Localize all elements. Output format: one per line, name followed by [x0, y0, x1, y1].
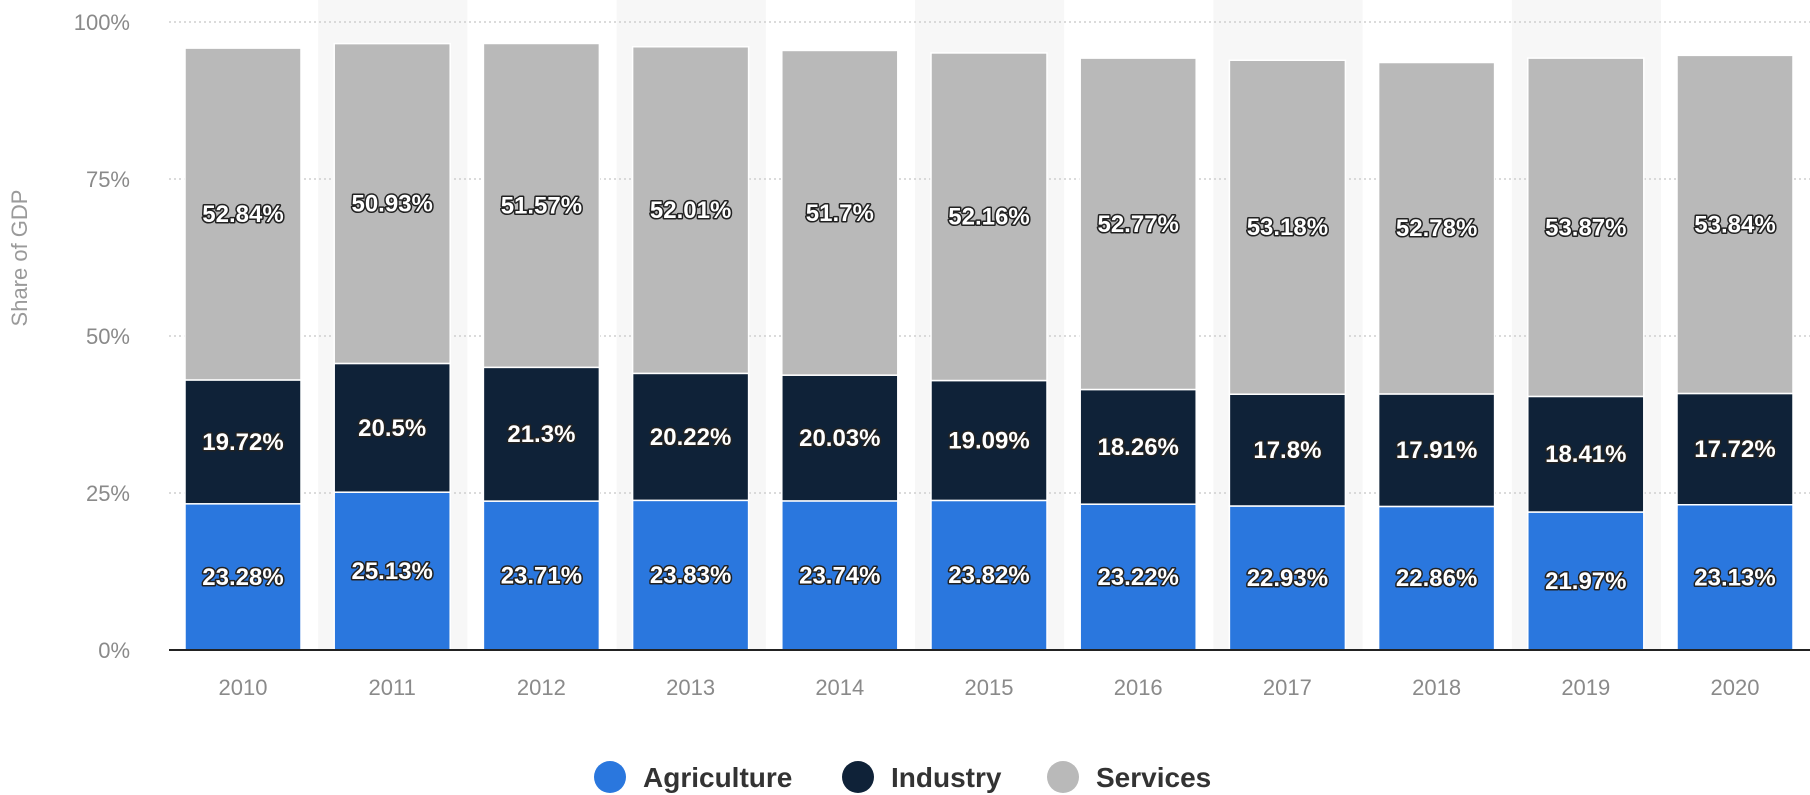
bar-agriculture-2016: [1079, 503, 1197, 651]
bar-agriculture-2015: [930, 499, 1048, 651]
data-label: 23.13%: [1694, 564, 1775, 591]
data-label: 23.28%: [202, 564, 283, 591]
data-label: 21.97%: [1545, 568, 1626, 595]
legend-label: Agriculture: [643, 762, 792, 793]
y-tick-label: 75%: [86, 167, 130, 192]
data-label: 52.01%: [650, 197, 731, 224]
legend: Agriculture Industry Services: [594, 761, 1211, 793]
bar-industry-2014: [781, 374, 899, 502]
bar-industry-2018: [1377, 393, 1496, 508]
x-tick-label: 2017: [1263, 675, 1312, 700]
bars: [184, 42, 1794, 651]
bar-agriculture-2018: [1377, 505, 1496, 651]
legend-item-services[interactable]: Services: [1047, 761, 1211, 793]
x-tick-label: 2010: [219, 675, 268, 700]
data-label: 53.87%: [1545, 214, 1626, 241]
data-label: 20.5%: [358, 415, 426, 442]
bar-industry-2017: [1228, 393, 1347, 507]
bar-services-2015: [930, 52, 1048, 382]
x-axis-ticks: 2010 2011 2012 2013 2014 2015 2016 2017 2018 2019…: [219, 675, 1760, 700]
bar-services-2010: [184, 47, 302, 381]
bar-industry-2015: [930, 379, 1048, 502]
bar-agriculture-2010: [184, 503, 302, 651]
data-label: 23.82%: [948, 562, 1029, 589]
bar-industry-2019: [1527, 395, 1645, 513]
data-label: 52.77%: [1097, 211, 1178, 238]
y-tick-label: 100%: [74, 10, 130, 35]
bar-services-2017: [1228, 59, 1347, 395]
bar-services-2016: [1079, 57, 1197, 391]
legend-marker: [1047, 761, 1079, 793]
data-label: 53.84%: [1694, 211, 1775, 238]
data-label: 25.13%: [351, 558, 432, 585]
x-tick-label: 2011: [369, 675, 416, 700]
data-label: 17.8%: [1253, 437, 1321, 464]
bar-services-2019: [1527, 57, 1645, 398]
x-tick-label: 2020: [1711, 675, 1760, 700]
data-label: 51.57%: [501, 192, 582, 219]
x-tick-label: 2014: [815, 675, 864, 700]
y-tick-label: 25%: [86, 481, 130, 506]
data-label: 17.72%: [1694, 436, 1775, 463]
data-label: 19.09%: [948, 427, 1029, 454]
data-label: 18.26%: [1097, 434, 1178, 461]
data-label: 22.86%: [1396, 565, 1477, 592]
bar-agriculture-2020: [1676, 503, 1794, 651]
bar-agriculture-2012: [482, 500, 601, 651]
legend-label: Industry: [891, 762, 1002, 793]
data-label: 23.83%: [650, 562, 731, 589]
data-label: 53.18%: [1247, 214, 1328, 241]
data-label: 19.72%: [202, 429, 283, 456]
data-label: 23.22%: [1097, 564, 1178, 591]
bar-services-2011: [333, 42, 451, 365]
x-tick-label: 2012: [517, 675, 566, 700]
y-axis-ticks: 0% 25% 50% 75% 100%: [74, 10, 130, 663]
data-label: 21.3%: [507, 421, 575, 448]
legend-item-agriculture[interactable]: Agriculture: [594, 761, 792, 793]
x-tick-label: 2019: [1561, 675, 1610, 700]
legend-label: Services: [1096, 762, 1211, 793]
data-label: 22.93%: [1247, 565, 1328, 592]
bar-services-2012: [482, 42, 601, 369]
data-label: 20.22%: [650, 424, 731, 451]
x-tick-label: 2018: [1412, 675, 1461, 700]
bar-agriculture-2019: [1527, 511, 1645, 651]
x-tick-label: 2016: [1114, 675, 1163, 700]
bar-services-2014: [781, 49, 899, 376]
bar-agriculture-2017: [1228, 505, 1347, 651]
bar-agriculture-2014: [781, 500, 899, 651]
bar-agriculture-2013: [631, 499, 750, 651]
bar-industry-2020: [1676, 392, 1794, 506]
data-label: 52.84%: [202, 201, 283, 228]
bar-industry-2016: [1079, 388, 1197, 505]
data-label: 23.71%: [501, 563, 582, 590]
legend-marker: [594, 761, 626, 793]
data-label: 52.16%: [948, 204, 1029, 231]
data-label: 50.93%: [351, 191, 432, 218]
legend-item-industry[interactable]: Industry: [842, 761, 1002, 793]
bar-services-2020: [1676, 54, 1794, 395]
data-label: 20.03%: [799, 425, 880, 452]
x-tick-label: 2013: [666, 675, 715, 700]
data-labels: 23.28% 19.72% 52.84% 25.13% 20.5% 50.93% 23.71…: [201, 189, 1777, 596]
legend-marker: [842, 761, 874, 793]
y-tick-label: 0%: [98, 638, 130, 663]
data-label: 17.91%: [1396, 437, 1477, 464]
y-axis-title: Share of GDP: [7, 190, 32, 327]
x-tick-label: 2015: [965, 675, 1014, 700]
bar-industry-2011: [333, 362, 451, 493]
bar-services-2018: [1377, 61, 1496, 395]
bar-services-2013: [631, 45, 750, 375]
data-label: 23.74%: [799, 562, 880, 589]
bar-industry-2013: [631, 372, 750, 502]
data-label: 18.41%: [1545, 441, 1626, 468]
data-label: 51.7%: [806, 200, 874, 227]
y-tick-label: 50%: [86, 324, 130, 349]
data-label: 52.78%: [1396, 215, 1477, 242]
